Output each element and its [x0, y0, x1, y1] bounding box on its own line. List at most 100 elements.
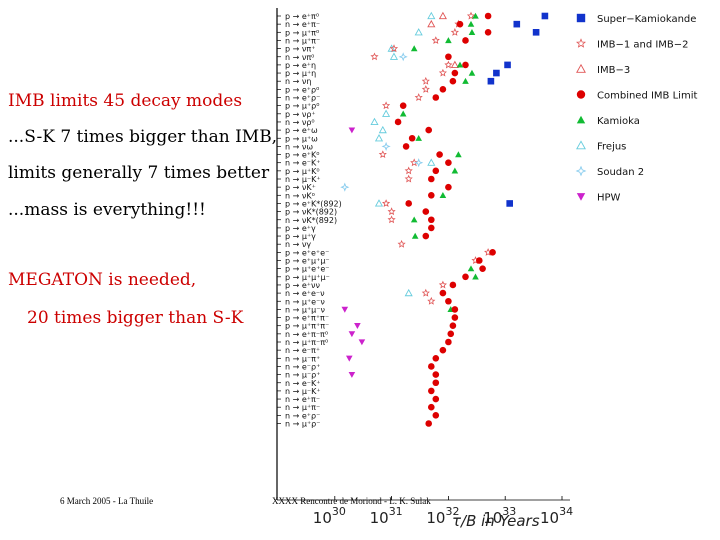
legend-label-sk: Super−Kamiokande — [597, 14, 696, 25]
point-frejus — [404, 288, 413, 297]
point-comb — [445, 297, 452, 305]
mode-label: n → μ⁺π⁻π⁰ — [285, 338, 328, 347]
mode-label: n → e⁻ρ⁺ — [285, 362, 320, 371]
point-comb — [451, 306, 459, 313]
note-line-6: 20 times bigger than S-K — [27, 308, 244, 328]
point-sk — [541, 12, 549, 20]
mode-label: n → μ⁺π⁻ — [285, 36, 320, 45]
point-kam — [415, 134, 423, 141]
point-imb12 — [387, 215, 396, 224]
point-imb12 — [421, 288, 430, 297]
point-comb — [445, 183, 452, 191]
point-comb — [432, 395, 440, 403]
point-comb — [456, 20, 464, 28]
note-line-1: IMB limits 45 decay modes — [8, 91, 243, 111]
point-kam — [451, 167, 459, 174]
legend-marker-imb3 — [576, 63, 586, 73]
point-kam — [439, 192, 447, 198]
point-imb12 — [450, 27, 459, 36]
point-imb12 — [414, 93, 423, 102]
footer-date: 6 March 2005 - La Thuile — [60, 496, 154, 506]
point-comb — [394, 118, 402, 126]
point-kam — [462, 77, 469, 84]
note-line-4: ...mass is everything!!! — [8, 200, 206, 220]
mode-label: n → νη — [285, 77, 311, 86]
mode-label: n → νπ⁰ — [285, 53, 314, 62]
point-comb — [489, 249, 496, 256]
point-comb — [405, 200, 412, 207]
legend-label-hpw: HPW — [597, 193, 621, 204]
point-kam — [410, 45, 418, 52]
point-comb — [432, 167, 440, 175]
point-comb — [422, 208, 430, 215]
mode-label: p → νK*(892) — [285, 208, 337, 217]
point-kam — [411, 232, 419, 239]
x-tick-label: 1032 — [426, 505, 459, 527]
point-kam — [472, 273, 479, 280]
point-comb — [445, 53, 452, 61]
mode-label: n → μ⁻π⁺ — [285, 354, 320, 363]
mode-label: p → e⁺K⁰ — [285, 151, 319, 160]
point-comb — [445, 338, 452, 346]
mode-label: n → μ⁺μ⁻ν — [285, 305, 325, 314]
mode-label: p → νρ⁺ — [285, 110, 316, 119]
point-hpw — [348, 331, 356, 338]
point-hpw — [341, 306, 349, 313]
point-frejus — [374, 134, 384, 142]
mode-label: p → μ⁺ω — [285, 134, 318, 143]
point-comb — [484, 12, 492, 20]
mode-label: n → νK⁰ — [285, 191, 315, 200]
point-comb — [402, 143, 410, 150]
mode-label: p → e⁺π⁰ — [285, 12, 319, 21]
point-sk — [504, 61, 511, 69]
point-comb — [422, 232, 430, 240]
legend-label-frejus: Frejus — [597, 142, 626, 153]
point-frejus — [389, 52, 399, 60]
mode-label: n → e⁺π⁻ — [285, 395, 320, 404]
point-imb12 — [438, 68, 447, 77]
point-kam — [456, 61, 464, 68]
mode-label: p → e⁺π⁺π⁻ — [285, 314, 329, 323]
point-kam — [472, 12, 479, 19]
point-kam — [410, 216, 418, 223]
point-comb — [428, 363, 435, 370]
point-comb — [425, 126, 433, 134]
point-comb — [476, 257, 483, 264]
point-comb — [432, 371, 440, 378]
point-imb12 — [438, 280, 447, 289]
footer-conference: XXXX Rencontre de Moriond - L. K. Sulak — [272, 496, 431, 506]
x-tick-label: 1031 — [370, 505, 403, 527]
point-comb — [428, 224, 435, 232]
point-comb — [462, 37, 469, 44]
point-kam — [399, 110, 407, 117]
point-comb — [399, 102, 407, 109]
mode-label: p → μ⁺ρ⁰ — [285, 102, 319, 111]
legend-label-kam: Kamioka — [597, 116, 640, 127]
mode-label: p → e⁺ω — [285, 126, 318, 135]
mode-label: p → μ⁺γ — [285, 232, 316, 241]
mode-label: n → νω — [285, 142, 313, 151]
point-imb12 — [382, 101, 391, 110]
point-comb — [445, 159, 452, 166]
point-imb12 — [421, 76, 430, 85]
note-line-2: ...S-K 7 times bigger than IMB, — [8, 127, 278, 147]
point-comb — [432, 412, 440, 419]
point-imb3 — [450, 60, 459, 68]
point-hpw — [348, 127, 356, 134]
point-comb — [428, 216, 435, 224]
point-comb — [462, 61, 469, 69]
mode-label: p → e⁺η — [285, 61, 316, 70]
x-tick-label: 1030 — [313, 505, 346, 527]
mode-label: p → μ⁺e⁺e⁻ — [285, 265, 329, 274]
point-comb — [449, 281, 457, 289]
mode-label: n → e⁺π⁻π⁰ — [285, 330, 328, 339]
mode-label: p → e⁺νν — [285, 281, 320, 290]
legend-label-comb: Combined IMB Limit — [597, 91, 697, 102]
mode-label: n → νγ — [285, 240, 311, 249]
mode-label: n → e⁺e⁻ν — [285, 289, 325, 298]
point-hpw — [348, 371, 356, 378]
mode-label: n → μ⁺π⁻ — [285, 403, 320, 412]
point-soudan — [414, 158, 424, 168]
point-imb12 — [431, 36, 440, 44]
legend-marker-soudan — [575, 165, 587, 177]
